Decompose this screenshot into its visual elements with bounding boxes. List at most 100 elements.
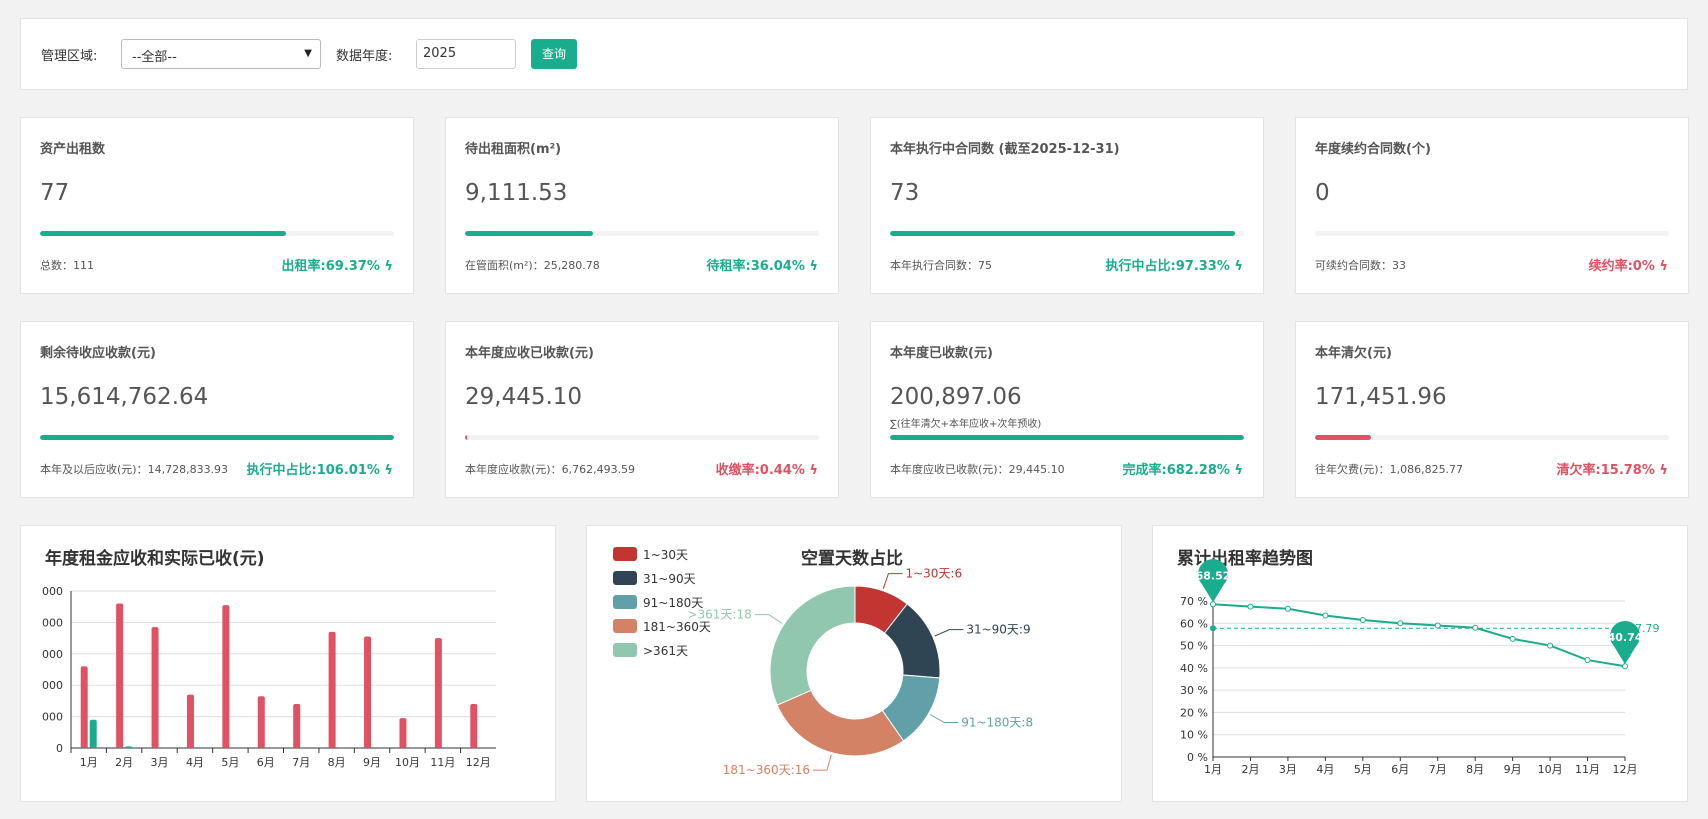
x-tick-label: 8月 [1466, 763, 1484, 776]
max-label: 68.52 [1196, 569, 1231, 582]
card-progress-fill [40, 435, 394, 440]
y-tick-label: 60 % [1180, 617, 1208, 630]
card-year-receivable-collected: 本年度应收已收款(元) 29,445.10 本年度应收款(元)：6,762,493.… [445, 321, 839, 498]
data-point [1397, 620, 1404, 627]
bar [89, 719, 97, 748]
card-rate: 续约率:0% [1588, 259, 1655, 274]
x-tick-label: 3月 [151, 756, 169, 769]
card-footer-right: 清欠率:15.78% ϟ [1557, 459, 1668, 478]
card-progress-track [465, 231, 819, 236]
card-footer-left: 本年及以后应收(元)：14,728,833.93 [40, 463, 229, 476]
data-point [1247, 603, 1254, 610]
data-point [1210, 601, 1216, 608]
card-title: 待出租面积(m²) [465, 142, 562, 157]
legend-label: 181~360天 [643, 620, 711, 634]
y-tick-label: 000 [42, 711, 63, 724]
card-footer-left: 往年欠费(元)：1,086,825.77 [1315, 463, 1464, 476]
legend-swatch [613, 547, 637, 561]
card-rate: 清欠率:15.78% [1556, 463, 1655, 478]
bar [125, 746, 133, 748]
data-point [1472, 624, 1479, 631]
bar [293, 704, 301, 748]
card-title: 本年执行中合同数 (截至2025-12-31) [890, 142, 1120, 157]
slice-label: 91~180天:8 [961, 716, 1033, 730]
pie-chart: 1~30天 31~90天 91~180天 181~360天 >361天 1~30天:6 31… [613, 547, 1033, 777]
card-footer-right: 收缴率:0.44% ϟ [716, 459, 818, 478]
bar [399, 718, 407, 748]
legend-swatch [613, 619, 637, 633]
legend-swatch [613, 595, 637, 609]
x-tick-label: 12月 [466, 756, 491, 769]
y-tick-label: 000 [42, 616, 63, 629]
x-tick-label: 3月 [1279, 763, 1297, 776]
card-footer-left: 在管面积(m²)：25,280.78 [465, 259, 600, 272]
x-tick-label: 4月 [186, 756, 204, 769]
region-select[interactable]: --全部-- ▼ [121, 39, 321, 69]
card-progress-track [890, 231, 1244, 236]
filter-panel: 管理区域: --全部-- ▼ 数据年度: 2025 查询 [20, 18, 1688, 90]
bolt-icon: ϟ [1234, 463, 1243, 478]
pie-chart-panel: 空置天数占比 1~30天 31~90天 91~180天 181~360天 >361天 1~… [586, 525, 1122, 802]
card-subtitle: ∑(往年清欠+本年应收+次年预收) [890, 419, 1042, 430]
card-title: 本年度已收款(元) [890, 346, 993, 361]
x-tick-label: 1月 [80, 756, 98, 769]
x-tick-label: 2月 [1241, 763, 1259, 776]
bar [364, 636, 372, 748]
card-progress-fill [465, 231, 593, 236]
legend-label: 1~30天 [643, 548, 688, 562]
bolt-icon: ϟ [809, 463, 818, 478]
card-footer-left: 本年度应收款(元)：6,762,493.59 [465, 463, 636, 476]
x-tick-label: 5月 [221, 756, 239, 769]
card-value: 29,445.10 [465, 384, 583, 410]
card-progress-track [1315, 231, 1669, 236]
legend-label: 91~180天 [643, 596, 703, 610]
data-point [1584, 657, 1591, 664]
data-point [1322, 612, 1329, 619]
x-tick-label: 9月 [1504, 763, 1522, 776]
bolt-icon: ϟ [809, 259, 818, 274]
bar [434, 638, 442, 748]
x-tick-label: 6月 [257, 756, 275, 769]
y-tick-label: 000 [42, 585, 63, 598]
x-tick-label: 6月 [1391, 763, 1409, 776]
card-rate: 完成率:682.28% [1122, 463, 1230, 478]
pie-slice [769, 585, 856, 706]
card-value: 73 [890, 180, 920, 206]
card-footer-right: 续约率:0% ϟ [1589, 255, 1668, 274]
bar [116, 603, 124, 748]
bar [257, 696, 265, 748]
max-pin [1198, 559, 1228, 603]
x-tick-label: 12月 [1613, 763, 1638, 776]
query-button[interactable]: 查询 [531, 39, 577, 69]
card-footer-right: 完成率:682.28% ϟ [1123, 459, 1244, 478]
card-progress-fill [890, 435, 1244, 440]
bar [328, 631, 336, 748]
card-progress-fill [890, 231, 1235, 236]
x-tick-label: 4月 [1316, 763, 1334, 776]
line-chart-panel: 累计出租率趋势图 0 % 10 % 20 % 30 % 40 % 50 % 60 % 70 %… [1152, 525, 1688, 802]
year-input[interactable]: 2025 [416, 39, 516, 69]
legend-swatch [613, 643, 637, 657]
slice-leader-line [754, 614, 783, 624]
bar [186, 694, 194, 748]
y-tick-label: 000 [42, 648, 63, 661]
card-value: 200,897.06 [890, 384, 1022, 410]
bolt-icon: ϟ [1659, 259, 1668, 274]
x-tick-label: 7月 [1429, 763, 1447, 776]
bar [222, 605, 230, 748]
card-progress-fill [1315, 435, 1371, 440]
slice-leader-line [934, 629, 964, 637]
y-tick-label: 40 % [1180, 662, 1208, 675]
bar-chart-title: 年度租金应收和实际已收(元) [45, 549, 265, 569]
min-label: 40.74 [1608, 631, 1643, 644]
card-vacant-area: 待出租面积(m²) 9,111.53 在管面积(m²)：25,280.78 待租率:3… [445, 117, 839, 294]
card-rate: 待租率:36.04% [706, 259, 805, 274]
card-title: 资产出租数 [40, 142, 106, 157]
bar-chart-panel: 年度租金应收和实际已收(元) 0 000 000 000 000 000 1月 2月 3月 4月 5… [20, 525, 556, 802]
x-tick-label: 7月 [292, 756, 310, 769]
y-tick-label: 70 % [1180, 595, 1208, 608]
card-footer-right: 执行中占比:97.33% ϟ [1106, 255, 1243, 274]
x-tick-label: 10月 [1538, 763, 1563, 776]
card-arrears-cleared: 本年清欠(元) 171,451.96 往年欠费(元)：1,086,825.77 清欠率… [1295, 321, 1689, 498]
